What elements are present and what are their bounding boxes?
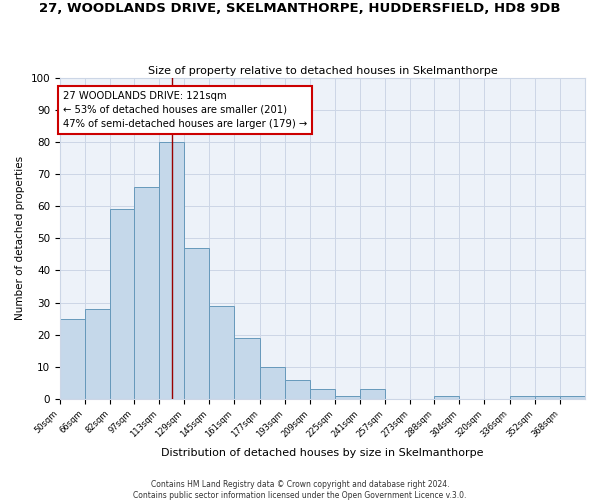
Bar (310, 390, 335, 399)
Bar (509, 396, 535, 399)
Bar (110, 210, 134, 399)
Bar (235, 338, 260, 399)
Text: 27, WOODLANDS DRIVE, SKELMANTHORPE, HUDDERSFIELD, HD8 9DB: 27, WOODLANDS DRIVE, SKELMANTHORPE, HUDD… (39, 2, 561, 16)
Bar (85, 309, 110, 399)
Bar (560, 396, 585, 399)
Bar (335, 396, 360, 399)
Bar (434, 396, 459, 399)
Bar (60, 318, 85, 399)
Bar (209, 306, 235, 399)
Bar (184, 248, 209, 399)
Bar (360, 390, 385, 399)
Title: Size of property relative to detached houses in Skelmanthorpe: Size of property relative to detached ho… (148, 66, 497, 76)
Bar (134, 187, 159, 399)
Bar (535, 396, 560, 399)
Bar (285, 380, 310, 399)
Bar (260, 367, 285, 399)
Text: Contains HM Land Registry data © Crown copyright and database right 2024.
Contai: Contains HM Land Registry data © Crown c… (133, 480, 467, 500)
Y-axis label: Number of detached properties: Number of detached properties (15, 156, 25, 320)
Text: 27 WOODLANDS DRIVE: 121sqm
← 53% of detached houses are smaller (201)
47% of sem: 27 WOODLANDS DRIVE: 121sqm ← 53% of deta… (63, 90, 307, 128)
X-axis label: Distribution of detached houses by size in Skelmanthorpe: Distribution of detached houses by size … (161, 448, 484, 458)
Bar (159, 142, 184, 399)
